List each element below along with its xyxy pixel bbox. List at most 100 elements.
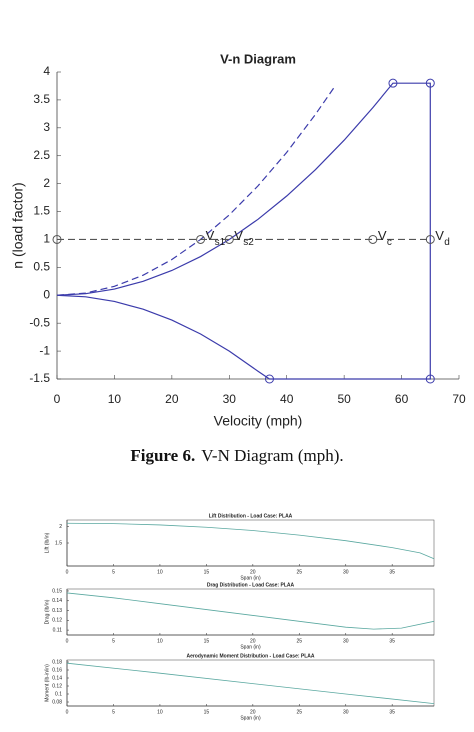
y-axis-label: Moment (lb-in/in): [44, 664, 50, 702]
chart-title: Lift Distribution - Load Case: PLAA: [209, 513, 293, 519]
x-axis-label: Span (in): [240, 644, 261, 650]
point-marker: [196, 234, 206, 244]
y-tick-label: -1.5: [29, 371, 50, 385]
y-tick-label: 2.5: [33, 148, 50, 162]
y-tick-label: 4: [43, 64, 50, 78]
y-tick-label: 0.12: [52, 618, 62, 624]
x-tick-label: 25: [296, 709, 302, 715]
series-line: [66, 662, 435, 704]
y-tick-label: -0.5: [29, 315, 50, 329]
y-tick-label: 3: [43, 120, 50, 134]
point-marker: [52, 234, 62, 244]
x-tick-label: 30: [343, 569, 349, 575]
point-marker: [425, 234, 435, 244]
chart-title: V-n Diagram: [220, 51, 296, 66]
series-line: [66, 522, 435, 560]
x-tick-label: 70: [452, 392, 466, 406]
x-tick-label: 0: [66, 569, 69, 575]
plot-frame: [66, 588, 435, 636]
x-tick-label: 0: [54, 392, 61, 406]
x-tick-label: 30: [223, 392, 237, 406]
annotation-subscript: s2: [243, 237, 254, 248]
x-tick-label: 30: [343, 709, 349, 715]
y-tick-label: 0.08: [52, 699, 62, 705]
x-tick-label: 0: [66, 709, 69, 715]
y-axis-label: Drag (lb/in): [44, 599, 50, 624]
x-tick-label: 10: [157, 569, 163, 575]
x-tick-label: 50: [337, 392, 351, 406]
y-tick-label: 0: [43, 287, 50, 301]
y-axis-label: Lift (lb/in): [44, 532, 50, 553]
x-tick-label: 25: [296, 569, 302, 575]
y-tick-label: 0.14: [52, 675, 62, 681]
y-tick-label: 2: [43, 176, 50, 190]
x-axis-label: Span (in): [240, 575, 261, 581]
x-tick-label: 20: [165, 392, 179, 406]
y-tick-label: 2: [59, 524, 62, 530]
point-marker: [368, 234, 378, 244]
chart: V-n Diagram Velocity (mph) n (load factor)…: [10, 51, 466, 428]
point-marker: [388, 78, 398, 88]
caption-label: Figure 6.: [130, 446, 196, 465]
x-tick-label: 20: [250, 638, 256, 644]
annotation-text: V: [206, 228, 215, 243]
x-tick-label: 15: [204, 709, 210, 715]
y-tick-label: 3.5: [33, 92, 50, 106]
y-tick-label: 0.18: [52, 659, 62, 665]
y-tick-label: 0.14: [52, 598, 62, 604]
x-axis-label: Span (in): [240, 715, 261, 721]
point-marker: [425, 374, 435, 384]
figure-caption: Figure 6. V-N Diagram (mph).: [0, 446, 474, 466]
x-tick-label: 10: [108, 392, 122, 406]
x-tick-label: 60: [395, 392, 409, 406]
x-tick-label: 5: [112, 709, 115, 715]
x-tick-label: 40: [280, 392, 294, 406]
y-tick-label: 1.5: [33, 204, 50, 218]
chart-title: Drag Distribution - Load Case: PLAA: [207, 582, 295, 588]
x-tick-label: 10: [157, 709, 163, 715]
annotation-text: V: [378, 228, 387, 243]
plot-frame: [66, 519, 435, 567]
x-tick-label: 25: [296, 638, 302, 644]
annotation-text: V: [234, 228, 243, 243]
y-tick-label: -1: [39, 343, 50, 357]
chart: Aerodynamic Moment Distribution - Load C…: [44, 653, 435, 721]
x-tick-label: 35: [389, 569, 395, 575]
series-line: [56, 82, 431, 380]
x-tick-label: 20: [250, 709, 256, 715]
x-axis-label: Velocity (mph): [214, 413, 303, 429]
y-tick-label: 0.5: [33, 260, 50, 274]
y-tick-label: 0.11: [53, 627, 63, 633]
point-marker: [425, 78, 435, 88]
x-tick-label: 10: [157, 638, 163, 644]
x-tick-label: 35: [389, 638, 395, 644]
chart: Drag Distribution - Load Case: PLAA Span …: [44, 582, 435, 650]
annotation-subscript: c: [387, 237, 392, 248]
annotation-subscript: d: [444, 237, 450, 248]
y-tick-label: 1: [43, 232, 50, 246]
chart: Lift Distribution - Load Case: PLAA Span …: [44, 513, 435, 581]
annotation-subscript: s1: [215, 237, 226, 248]
chart-title: Aerodynamic Moment Distribution - Load C…: [186, 653, 314, 659]
y-tick-label: 0.1: [55, 691, 62, 697]
x-tick-label: 30: [343, 638, 349, 644]
y-tick-label: 0.13: [52, 608, 62, 614]
point-marker: [224, 234, 234, 244]
x-tick-label: 20: [250, 569, 256, 575]
x-tick-label: 15: [204, 569, 210, 575]
x-tick-label: 5: [112, 569, 115, 575]
x-tick-label: 35: [389, 709, 395, 715]
annotation-text: V: [435, 228, 444, 243]
y-tick-label: 0.12: [52, 683, 62, 689]
series-line: [66, 592, 435, 630]
y-tick-label: 0.16: [52, 667, 62, 673]
x-tick-label: 0: [66, 638, 69, 644]
x-tick-label: 15: [204, 638, 210, 644]
x-tick-label: 5: [112, 638, 115, 644]
caption-text: V-N Diagram (mph).: [201, 446, 344, 465]
y-axis-label: n (load factor): [10, 182, 26, 268]
y-tick-label: 1.5: [55, 540, 62, 546]
point-marker: [264, 374, 274, 384]
